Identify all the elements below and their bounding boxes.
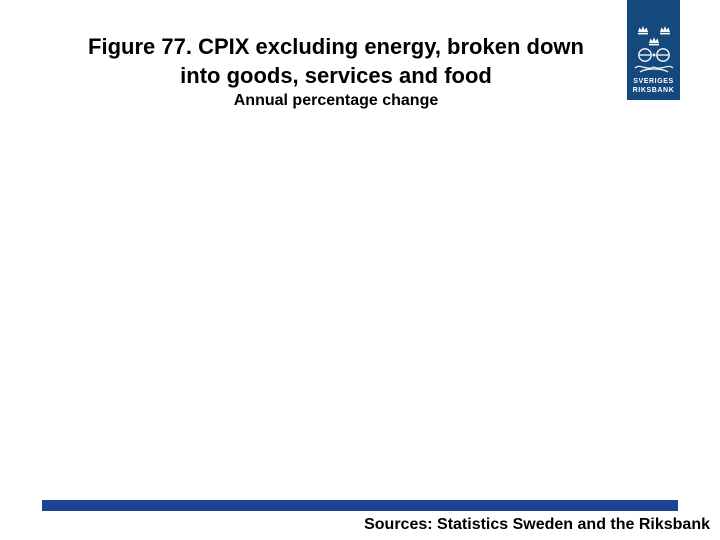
slide-subtitle: Annual percentage change (233, 92, 439, 109)
riksbank-logo: SVERIGES RIKSBANK (627, 0, 680, 100)
footer-divider-bar (42, 500, 678, 511)
slide-title-line-2: into goods, services and food (180, 63, 492, 88)
sources-caption: Sources: Statistics Sweden and the Riksb… (364, 516, 710, 533)
slide-title-line-1: Figure 77. CPIX excluding energy, broken… (88, 34, 584, 59)
crown-icon (659, 26, 670, 35)
logo-text-riksbank: RIKSBANK (632, 86, 675, 94)
logo-text-sveriges: SVERIGES (633, 78, 674, 85)
slide-header: Figure 77. CPIX excluding energy, broken… (36, 32, 636, 109)
riksbank-emblem-icon (634, 26, 673, 73)
crown-icon (648, 37, 659, 46)
emblem-ornament-icon (634, 48, 673, 73)
crown-icon (637, 26, 648, 35)
